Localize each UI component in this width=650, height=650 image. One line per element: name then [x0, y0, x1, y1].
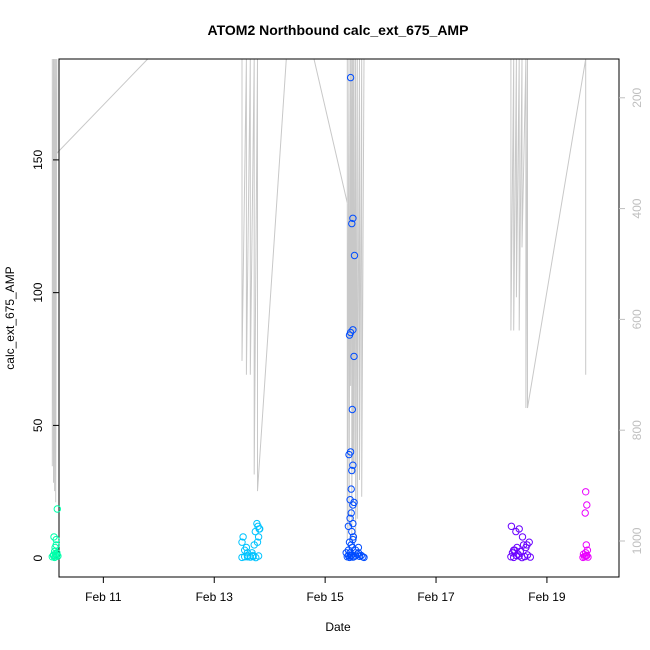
data-point	[346, 73, 355, 82]
data-point	[350, 352, 358, 361]
data-point	[349, 533, 358, 541]
data-point	[347, 509, 355, 517]
data-point	[581, 509, 589, 517]
data-point	[582, 541, 590, 549]
data-point	[254, 552, 263, 560]
y2-tick-label: 800	[630, 420, 644, 440]
data-point	[348, 527, 356, 536]
data-point	[52, 552, 60, 561]
data-point	[346, 496, 354, 504]
data-point	[582, 551, 590, 560]
x-tick-label: Feb 17	[417, 590, 455, 604]
data-point	[348, 405, 356, 414]
y-tick-label: 150	[31, 150, 45, 170]
data-point	[239, 533, 247, 541]
data-point	[53, 505, 61, 513]
data-point	[254, 533, 263, 541]
data-point	[347, 551, 355, 560]
data-point	[507, 522, 516, 530]
data-point	[346, 448, 355, 456]
data-point	[582, 488, 590, 496]
y2-tick-label: 600	[630, 309, 644, 329]
data-point	[49, 551, 58, 559]
data-point	[349, 535, 357, 544]
y-axis-label: calc_ext_675_AMP	[3, 266, 17, 369]
x-axis: Feb 11 Feb 13 Feb 15 Feb 17 Feb 19	[85, 577, 566, 604]
x-tick-label: Feb 11	[85, 590, 122, 604]
data-point	[52, 541, 60, 549]
y-tick-label: 0	[31, 554, 45, 561]
y2-axis: 200 400 600 800 1000	[619, 87, 644, 554]
data-point	[349, 214, 357, 223]
data-point	[349, 519, 357, 528]
secondary-series-line	[51, 58, 587, 542]
data-point	[347, 485, 355, 493]
data-point	[354, 543, 363, 552]
data-points	[48, 73, 592, 562]
x-tick-label: Feb 15	[306, 590, 344, 604]
chart-title: ATOM2 Northbound calc_ext_675_AMP	[208, 22, 469, 38]
y2-tick-label: 200	[630, 87, 644, 107]
data-point	[526, 553, 534, 561]
data-point	[238, 538, 246, 546]
y2-tick-label: 400	[630, 198, 644, 218]
data-point	[243, 553, 252, 561]
data-point	[255, 525, 263, 533]
data-point	[249, 551, 257, 560]
data-point	[523, 541, 531, 549]
data-point	[518, 533, 527, 541]
data-point	[53, 551, 61, 559]
y2-tick-label: 1000	[630, 527, 644, 554]
plot-frame	[58, 58, 620, 578]
secondary-series-lines	[51, 58, 587, 542]
data-point	[515, 525, 523, 533]
y-tick-label: 100	[31, 282, 45, 302]
data-point	[253, 538, 262, 546]
data-point	[583, 546, 592, 554]
data-point	[350, 251, 359, 260]
x-axis-label: Date	[325, 620, 351, 634]
data-point	[50, 533, 58, 541]
data-point	[348, 219, 356, 228]
data-point	[360, 553, 368, 562]
y-tick-label: 50	[31, 418, 45, 432]
data-point	[507, 553, 515, 561]
x-tick-label: Feb 13	[196, 590, 234, 604]
data-point	[348, 466, 356, 475]
data-point	[583, 501, 591, 509]
data-point	[50, 547, 59, 556]
data-point	[242, 543, 251, 552]
x-tick-label: Feb 19	[528, 590, 566, 604]
data-point	[513, 543, 521, 552]
data-point	[349, 461, 357, 469]
data-point	[349, 326, 357, 334]
